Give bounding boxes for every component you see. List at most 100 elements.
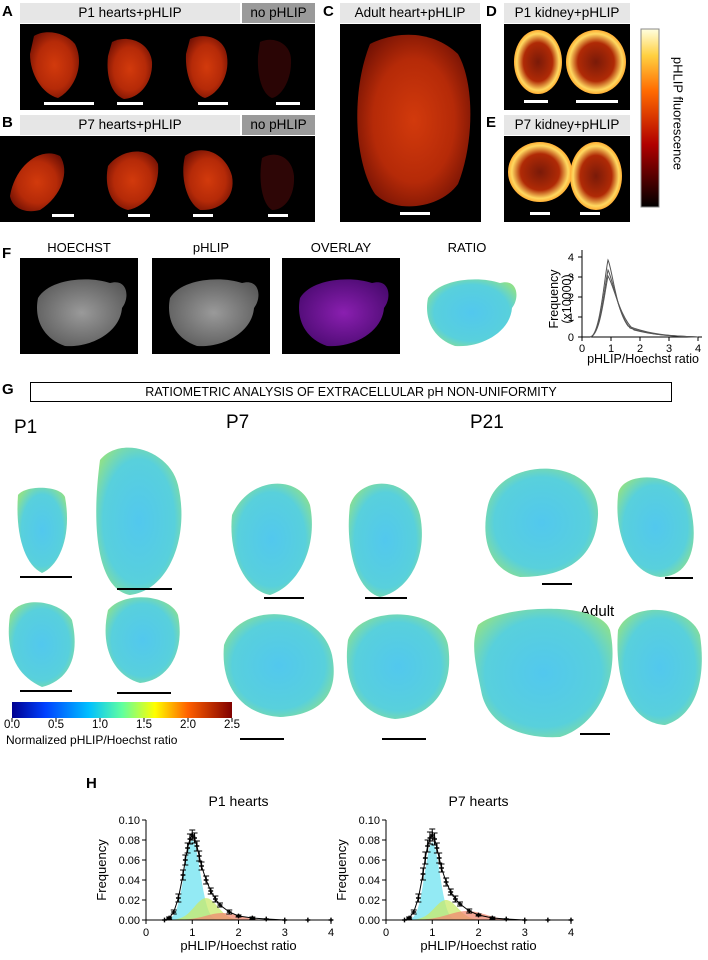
f-title-phlip: pHLIP bbox=[192, 240, 230, 255]
f-title-overlay: OVERLAY bbox=[310, 240, 372, 255]
data-point bbox=[457, 901, 463, 907]
x-tick-label: 3 bbox=[666, 343, 672, 355]
y-tick-label: 0.10 bbox=[119, 815, 140, 827]
data-point bbox=[194, 843, 200, 849]
data-point bbox=[263, 916, 269, 922]
data-point bbox=[192, 835, 197, 841]
data-point bbox=[466, 908, 472, 914]
scale-bar bbox=[400, 212, 430, 215]
data-point bbox=[420, 871, 426, 877]
data-point bbox=[180, 872, 186, 878]
data-point bbox=[402, 917, 407, 923]
data-point bbox=[411, 909, 417, 915]
y-tick-label: 0.00 bbox=[119, 915, 140, 927]
data-point bbox=[434, 845, 440, 851]
data-point bbox=[185, 845, 191, 851]
panel-label-d: D bbox=[486, 3, 497, 20]
x-axis-label: pHLIP/Hoechst ratio bbox=[180, 938, 296, 953]
data-point bbox=[522, 917, 528, 923]
colorbar-tick-label: 0.0 bbox=[4, 719, 20, 731]
scale-bar bbox=[193, 214, 213, 217]
data-point bbox=[328, 917, 334, 923]
g-header: RATIOMETRIC ANALYSIS OF EXTRACELLULAR pH… bbox=[30, 382, 672, 402]
scale-bar bbox=[117, 588, 172, 590]
panel-label-e: E bbox=[486, 114, 497, 131]
scale-bar bbox=[365, 597, 407, 599]
data-point bbox=[182, 857, 188, 863]
banner-adult-heart: Adult heart+pHLIP bbox=[340, 3, 480, 23]
y-tick-label: 0.08 bbox=[119, 835, 140, 847]
y-tick-label: 0.10 bbox=[359, 815, 380, 827]
data-point bbox=[427, 835, 433, 841]
panel-e-image bbox=[504, 136, 630, 222]
scale-bar bbox=[20, 576, 72, 578]
g-label-p21: P21 bbox=[470, 412, 504, 433]
x-tick-label: 2 bbox=[637, 343, 643, 355]
y-tick-label: 0.00 bbox=[359, 915, 380, 927]
x-tick-label: 1 bbox=[429, 927, 435, 939]
data-point bbox=[226, 909, 232, 915]
colorbar-tick-label: 2.5 bbox=[224, 719, 240, 731]
data-point bbox=[208, 888, 214, 894]
f-title-ratio: RATIO bbox=[447, 240, 487, 255]
data-point bbox=[448, 889, 454, 895]
f-hist-ylabel: Frequency (x10000) bbox=[547, 269, 574, 329]
gaussian-component-1 bbox=[386, 842, 571, 920]
scale-bar bbox=[524, 100, 548, 103]
x-tick-label: 3 bbox=[282, 927, 288, 939]
gaussian-component-2 bbox=[146, 898, 331, 920]
data-point bbox=[476, 912, 481, 918]
scale-bar bbox=[580, 212, 600, 215]
scale-bar bbox=[530, 212, 550, 215]
data-point bbox=[212, 896, 218, 902]
scale-bar bbox=[542, 583, 572, 585]
x-tick-label: 4 bbox=[328, 927, 334, 939]
colorbar-label: pHLIP fluorescence bbox=[670, 56, 686, 171]
scale-bar bbox=[20, 690, 72, 692]
x-tick-label: 0 bbox=[579, 343, 585, 355]
banner-p1-hearts: P1 hearts+pHLIP bbox=[20, 3, 240, 23]
g-ratio-images bbox=[8, 447, 702, 738]
data-point bbox=[217, 902, 223, 908]
chart-title: P1 hearts bbox=[209, 793, 269, 809]
scale-bar bbox=[576, 100, 618, 103]
colorbar-tick-label: 1.0 bbox=[92, 719, 108, 731]
h-chart-p7: P7 hearts 0.00 0.02 0.04 0.06 0.08 0.10 0 1 2 3 4 pH… bbox=[320, 790, 620, 955]
x-tick-label: 2 bbox=[235, 927, 241, 939]
x-tick-label: 3 bbox=[522, 927, 528, 939]
f-ratio-image bbox=[410, 258, 528, 354]
f-hoechst-image bbox=[20, 258, 138, 354]
data-point bbox=[489, 915, 495, 921]
x-tick-label: 1 bbox=[608, 343, 614, 355]
data-point bbox=[203, 877, 209, 883]
data-point bbox=[171, 909, 177, 915]
y-tick-label: 3 bbox=[568, 272, 574, 284]
panel-a-image bbox=[20, 24, 315, 110]
fluorescence-colorbar: pHLIP fluorescence bbox=[640, 28, 698, 208]
g-label-p1: P1 bbox=[14, 417, 38, 438]
panel-d-image bbox=[504, 24, 630, 110]
data-point bbox=[443, 879, 449, 885]
scale-bar bbox=[198, 102, 228, 105]
f-histogram: 0 1 2 3 4 0 1 2 3 4 Frequency (x10000) pHLIP/Hoec… bbox=[538, 240, 708, 370]
panel-label-g: G bbox=[2, 381, 14, 398]
f-hist-xlabel: pHLIP/Hoechst ratio bbox=[587, 352, 699, 366]
y-tick-label: 4 bbox=[568, 252, 574, 264]
data-point bbox=[436, 855, 442, 861]
data-point bbox=[196, 853, 202, 859]
y-tick-label: 0 bbox=[568, 332, 574, 344]
data-point bbox=[175, 895, 181, 901]
x-tick-label: 4 bbox=[568, 927, 574, 939]
x-axis-label: pHLIP/Hoechst ratio bbox=[420, 938, 536, 953]
scale-bar bbox=[117, 102, 143, 105]
f-overlay-image bbox=[282, 258, 400, 354]
panel-b-image bbox=[0, 136, 315, 222]
banner-p7-hearts: P7 hearts+pHLIP bbox=[20, 115, 240, 135]
panel-label-h: H bbox=[86, 775, 97, 792]
data-point bbox=[249, 915, 255, 921]
panel-label-f: F bbox=[2, 245, 12, 262]
data-point bbox=[439, 865, 444, 871]
y-tick-label: 2 bbox=[568, 292, 574, 304]
ratio-colorbar: 0.0 0.5 1.0 1.5 2.0 2.5 Normalized pHLIP/Hoec… bbox=[4, 702, 240, 752]
scale-bar bbox=[276, 102, 300, 105]
